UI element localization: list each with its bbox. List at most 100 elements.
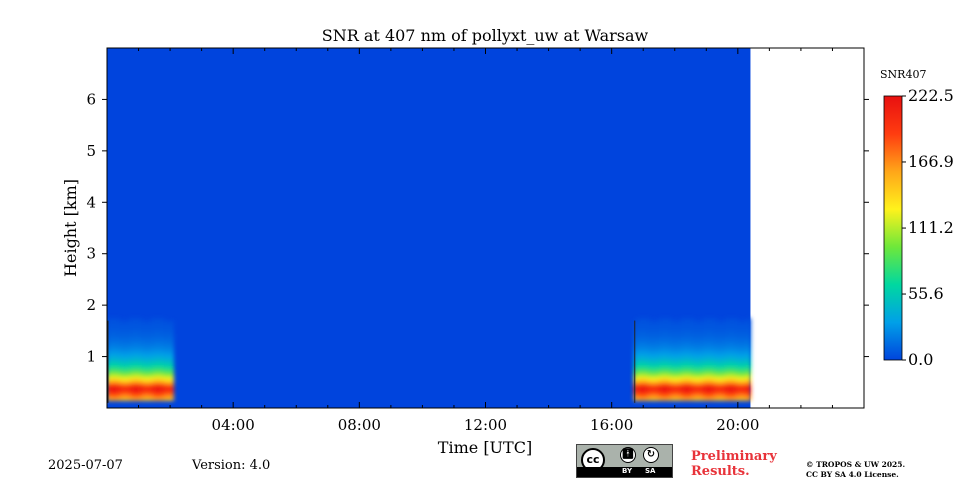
heatmap-cell <box>113 336 118 340</box>
heatmap-cell <box>658 372 663 376</box>
heatmap-cell <box>658 359 663 363</box>
heatmap-cell <box>718 323 723 327</box>
heatmap-cell <box>107 364 111 368</box>
heatmap-cell <box>690 336 695 340</box>
heatmap-cell <box>119 390 124 394</box>
heatmap-cell <box>744 320 748 324</box>
heatmap-cell <box>668 361 673 365</box>
heatmap-cell <box>681 348 685 353</box>
heatmap-cell <box>132 323 136 327</box>
heatmap-cell <box>693 374 698 378</box>
heatmap-cell <box>722 338 726 342</box>
heatmap-cell <box>737 379 742 383</box>
heatmap-cell <box>125 346 130 350</box>
heatmap-cell <box>116 387 121 391</box>
heatmap-cell <box>731 387 736 391</box>
heatmap-cell <box>649 369 654 373</box>
heatmap-cell <box>712 320 717 324</box>
cc-license-badge[interactable]: cc 🚹︎ ↻ BY SA <box>576 444 673 478</box>
heatmap-cell <box>116 377 121 381</box>
heatmap-cell <box>643 341 647 345</box>
heatmap-cell <box>652 356 657 360</box>
heatmap-cell <box>119 348 124 353</box>
heatmap-cell <box>718 341 723 345</box>
heatmap-cell <box>166 384 171 389</box>
heatmap-cell <box>640 320 644 324</box>
heatmap-cell <box>747 330 752 335</box>
heatmap-cell <box>138 323 143 327</box>
heatmap-cell <box>728 348 733 353</box>
heatmap-cell <box>646 359 651 363</box>
heatmap-cell <box>151 382 155 386</box>
heatmap-cell <box>157 323 162 327</box>
heatmap-cell <box>135 364 140 368</box>
heatmap-cell <box>643 364 647 368</box>
heatmap-cell <box>119 379 124 383</box>
heatmap-cell <box>148 377 152 381</box>
heatmap-cell <box>652 346 657 350</box>
heatmap-cell <box>646 390 651 394</box>
heatmap-cell <box>157 395 162 399</box>
heatmap-cell <box>636 333 641 337</box>
heatmap-cell <box>684 364 688 368</box>
heatmap-cell <box>744 325 748 329</box>
heatmap-cell <box>722 343 726 347</box>
heatmap-cell <box>658 354 663 358</box>
heatmap-cell <box>141 364 146 368</box>
heatmap-cell <box>157 343 162 347</box>
heatmap-cell <box>652 390 657 394</box>
heatmap-cell <box>731 390 736 394</box>
heatmap-cell <box>662 333 666 337</box>
heatmap-cell <box>652 361 657 365</box>
heatmap-cell <box>633 341 638 345</box>
heatmap-cell <box>125 351 130 355</box>
heatmap-cell <box>722 328 726 332</box>
heatmap-cell <box>166 343 171 347</box>
heatmap-cell <box>166 392 171 396</box>
heatmap-cell <box>125 356 130 360</box>
heatmap-cell <box>141 361 146 365</box>
heatmap-cell <box>640 397 644 401</box>
heatmap-cell <box>684 382 688 386</box>
heatmap-cell <box>681 354 685 358</box>
heatmap-cell <box>668 354 673 358</box>
heatmap-cell <box>151 333 155 337</box>
heatmap-cell <box>687 366 692 371</box>
heatmap-cell <box>649 343 654 347</box>
heatmap-cell <box>655 320 660 324</box>
heatmap-cell <box>725 348 729 353</box>
heatmap-cell <box>636 343 641 347</box>
heatmap-cell <box>122 325 127 329</box>
heatmap-cell <box>699 392 704 396</box>
heatmap-cell <box>141 343 146 347</box>
heatmap-cell <box>699 377 704 381</box>
heatmap-cell <box>668 323 673 327</box>
heatmap-cell <box>731 379 736 383</box>
heatmap-cell <box>712 395 717 399</box>
heatmap-cell <box>166 341 171 345</box>
heatmap-cell <box>744 323 748 327</box>
heatmap-cell <box>687 354 692 358</box>
heatmap-cell <box>166 377 171 381</box>
heatmap-cell <box>671 346 676 350</box>
heatmap-cell <box>636 369 641 373</box>
heatmap-cell <box>693 359 698 363</box>
heatmap-cell <box>163 372 168 376</box>
heatmap-cell <box>747 343 752 347</box>
heatmap-cell <box>135 374 140 378</box>
heatmap-cell <box>655 336 660 340</box>
heatmap-cell <box>151 384 155 389</box>
heatmap-cell <box>693 384 698 389</box>
heatmap-cell <box>141 384 146 389</box>
heatmap-cell <box>703 325 707 329</box>
heatmap-cell <box>154 397 159 401</box>
heatmap-cell <box>718 387 723 391</box>
heatmap-cell <box>113 330 118 335</box>
heatmap-cell <box>144 328 149 332</box>
heatmap-cell <box>113 325 118 329</box>
heatmap-cell <box>737 387 742 391</box>
heatmap-cell <box>643 372 647 376</box>
heatmap-cell <box>712 392 717 396</box>
heatmap-cell <box>649 330 654 335</box>
heatmap-cell <box>687 395 692 399</box>
